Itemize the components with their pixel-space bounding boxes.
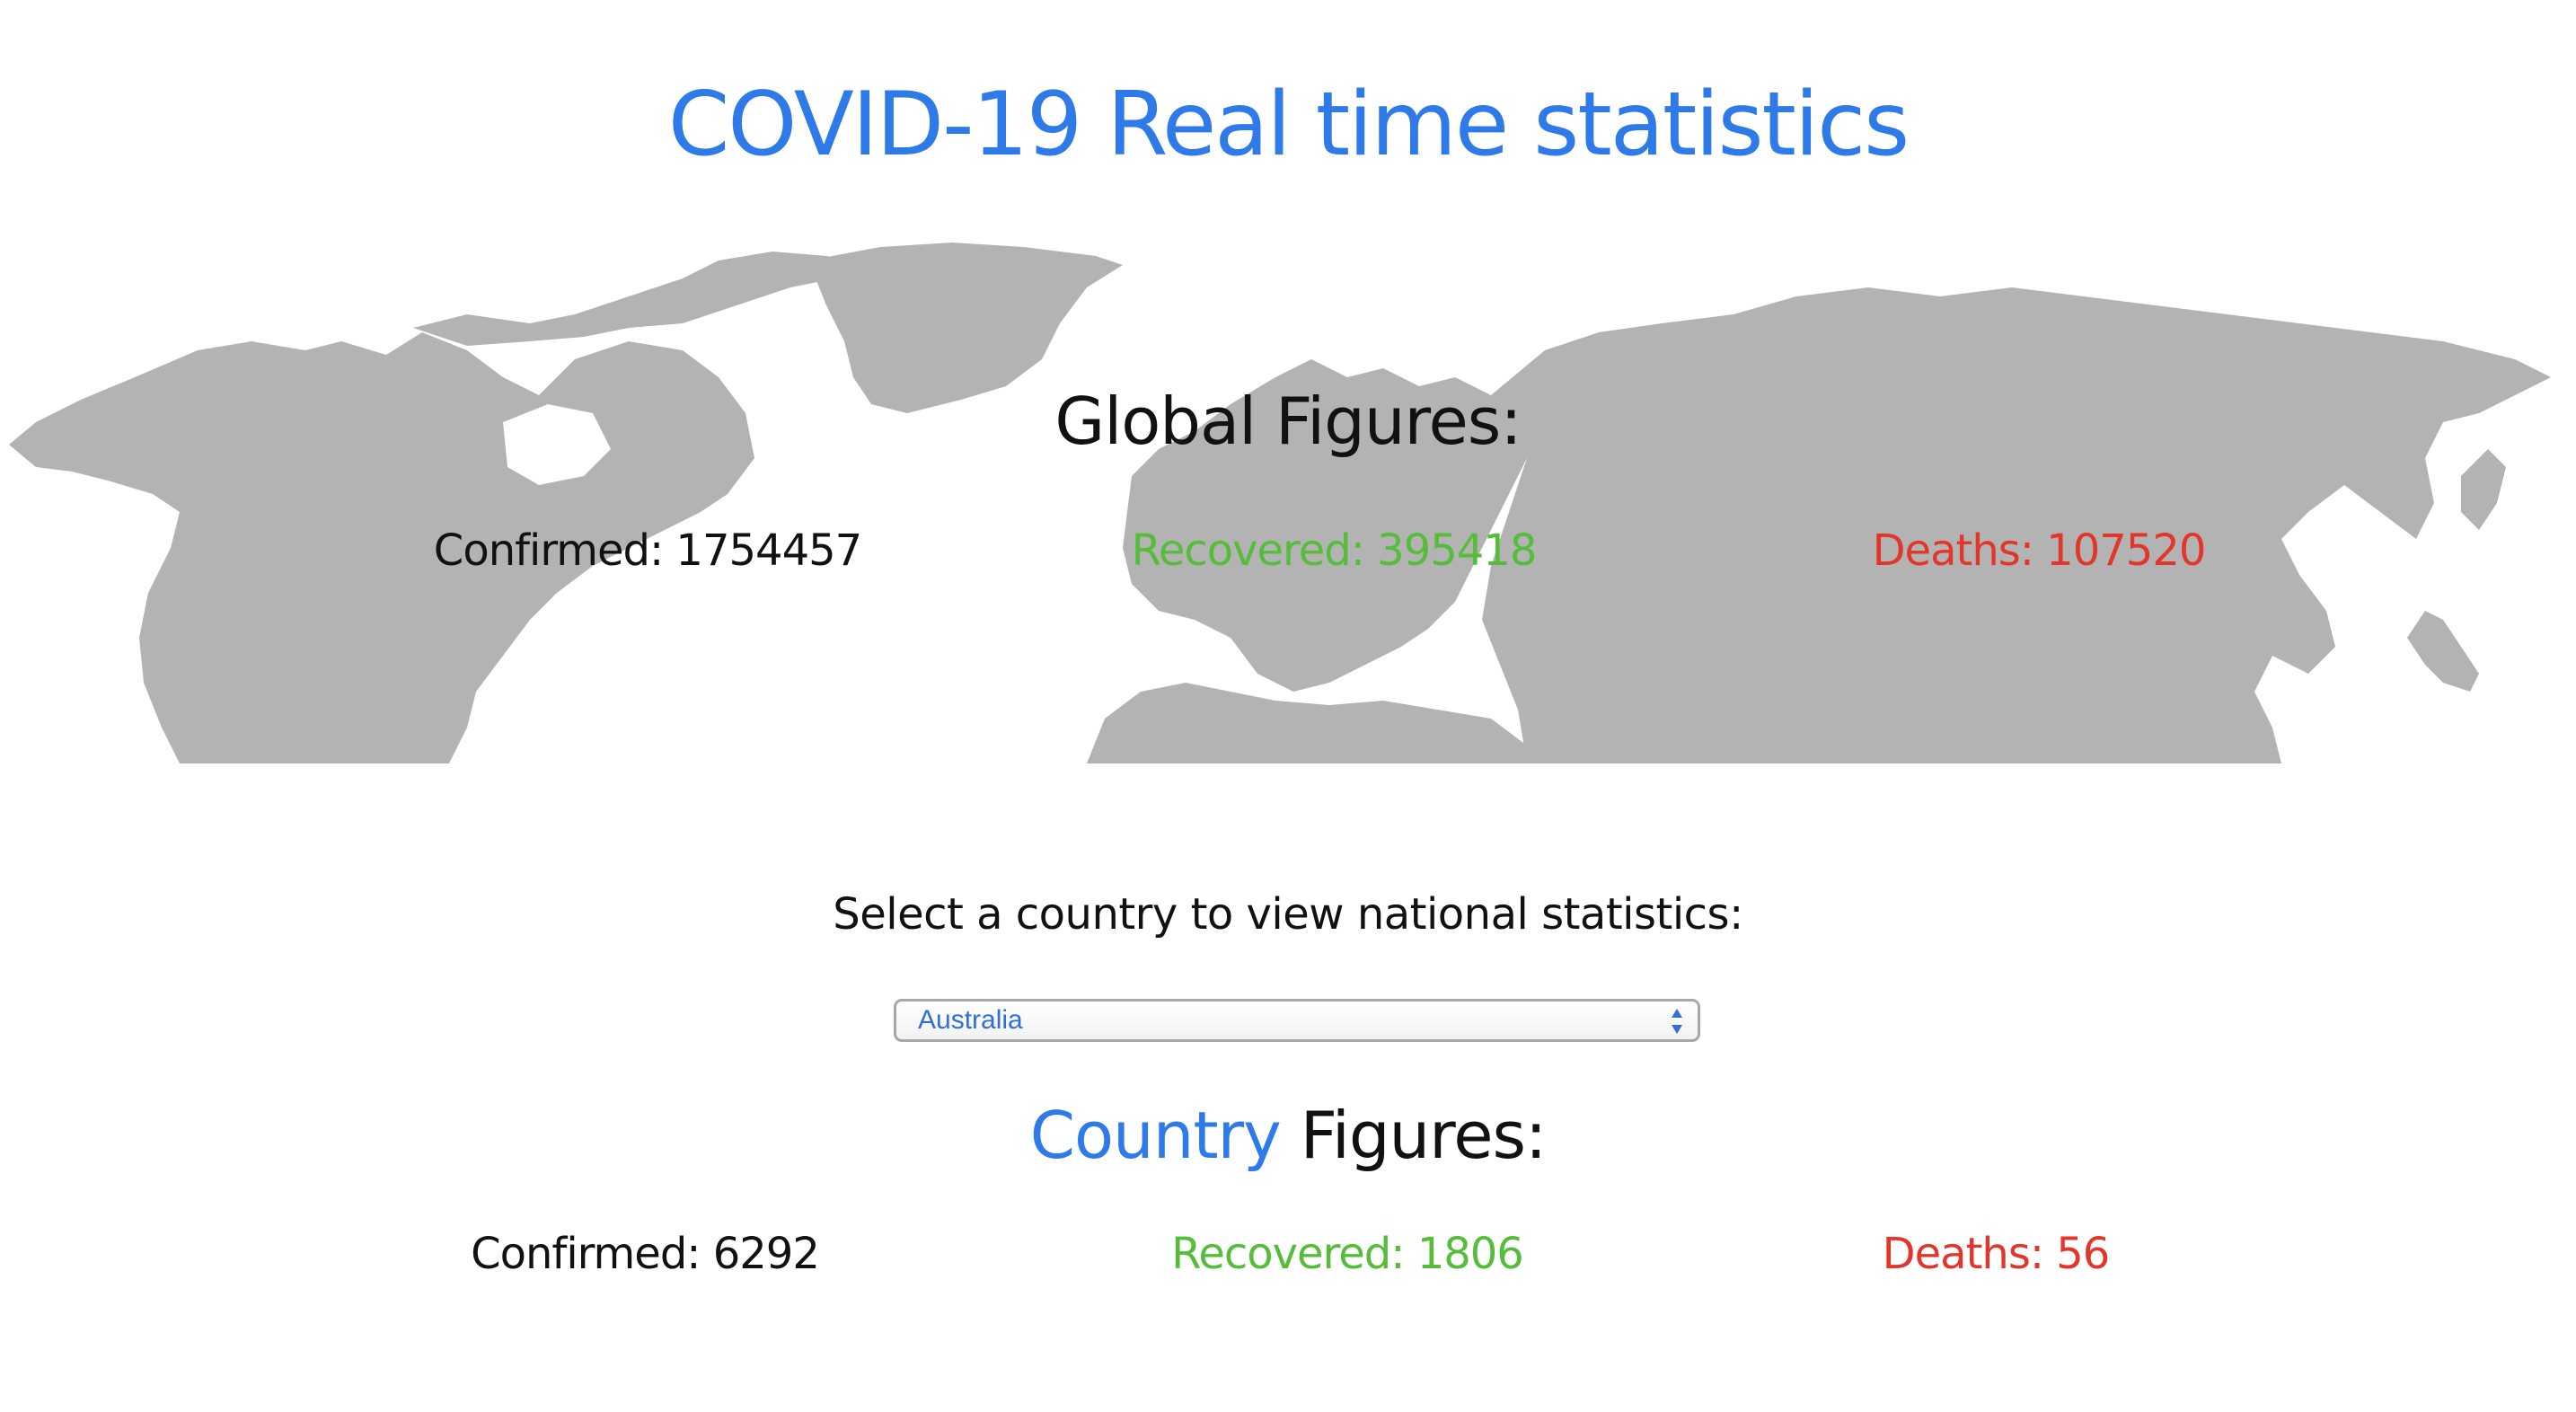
greenland-shape [808,243,1123,413]
arctic-islands-shape [413,252,880,346]
updown-chevron-icon [1672,1009,1682,1034]
world-map-icon [9,243,2551,763]
page-title: COVID-19 Real time statistics [667,74,1910,176]
japan-shape [2407,611,2479,692]
figures-heading-word: Figures: [1300,1098,1548,1173]
global-confirmed: Confirmed: 1754457 [433,525,862,576]
global-recovered: Recovered: 395418 [1131,525,1538,576]
global-deaths: Deaths: 107520 [1872,525,2207,576]
country-confirmed: Confirmed: 6292 [471,1229,820,1279]
europe-shape [1123,359,1545,692]
country-select-prompt: Select a country to view national statis… [833,889,1743,940]
global-figures-heading: Global Figures: [1054,384,1522,459]
country-figures-heading: Country Figures: [0,1098,2576,1173]
country-heading-word: Country [1029,1098,1282,1173]
asia-shape [1482,287,2551,763]
country-deaths: Deaths: 56 [1882,1229,2111,1279]
country-select-value: Australia [918,1005,1023,1035]
country-select[interactable]: Australia [894,999,1700,1042]
africa-shape [1087,683,1545,763]
world-map-background [0,243,2576,763]
country-recovered: Recovered: 1806 [1171,1229,1524,1279]
